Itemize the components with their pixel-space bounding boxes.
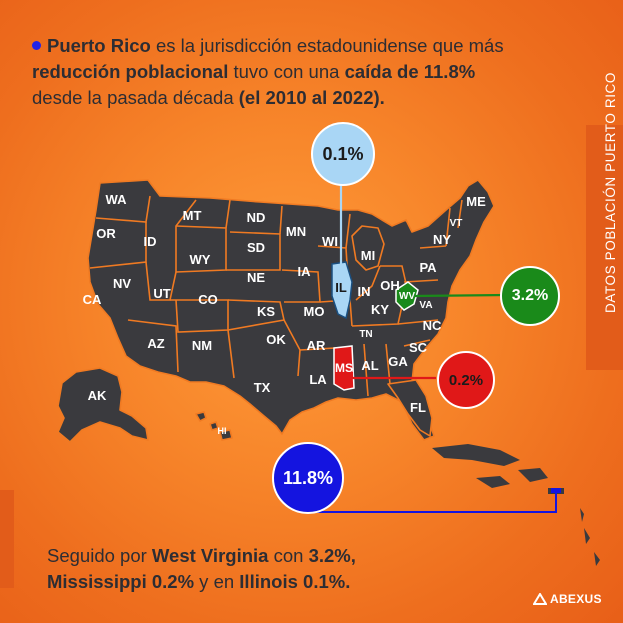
state-label-in: IN — [358, 284, 371, 299]
footer-text-2: con — [268, 545, 309, 566]
connector-pr — [305, 488, 557, 513]
state-label-ky: KY — [371, 302, 389, 317]
state-label-wy: WY — [190, 252, 211, 267]
state-label-ia: IA — [298, 264, 312, 279]
state-shape-contiguous — [87, 179, 495, 441]
state-shape-il — [331, 261, 353, 320]
state-label-sc: SC — [409, 340, 428, 355]
footer-text: Seguido por West Virginia con 3.2%, Missi… — [47, 543, 356, 595]
state-label-nv: NV — [113, 276, 131, 291]
state-label-ny: NY — [433, 232, 451, 247]
state-label-co: CO — [198, 292, 218, 307]
callout-west-virginia-value: 3.2% — [511, 287, 549, 304]
headline-text-3: desde la pasada década — [32, 87, 239, 108]
state-label-mo: MO — [304, 304, 325, 319]
state-shape-wv — [395, 281, 419, 311]
headline: Puerto Rico es la jurisdicción estadouni… — [32, 33, 572, 111]
state-label-ak: AK — [88, 388, 107, 403]
footer-mississippi: Mississippi 0.2% — [47, 571, 195, 592]
connector-ms — [350, 372, 436, 380]
state-label-nc: NC — [423, 318, 442, 333]
headline-puerto-rico: Puerto Rico — [47, 35, 151, 56]
state-label-il: IL — [335, 280, 347, 295]
state-label-ne: NE — [247, 270, 265, 285]
state-shape-hi — [195, 411, 233, 441]
state-label-wa: WA — [106, 192, 128, 207]
left-accent-panel — [0, 490, 14, 588]
brand-name: ABEXUS — [550, 592, 602, 606]
brand-logo: ABEXUS — [533, 592, 602, 606]
callout-illinois-value: 0.1% — [322, 143, 364, 164]
callout-mississippi-value: 0.2% — [448, 371, 484, 389]
headline-years: (el 2010 al 2022). — [238, 87, 385, 108]
state-label-mt: MT — [183, 208, 202, 223]
state-label-ok: OK — [266, 332, 286, 347]
state-label-vt: VT — [450, 218, 463, 229]
state-label-wv: WV — [399, 291, 415, 302]
state-label-la: LA — [309, 372, 327, 387]
callout-illinois: 0.1% — [311, 122, 375, 186]
state-label-pa: PA — [419, 260, 437, 275]
state-label-az: AZ — [147, 336, 164, 351]
state-label-or: OR — [96, 226, 116, 241]
callout-puerto-rico: 11.8% — [272, 442, 344, 514]
footer-illinois: Illinois 0.1%. — [239, 571, 351, 592]
caribbean-islands — [432, 444, 600, 566]
callout-west-virginia: 3.2% — [500, 266, 560, 326]
side-panel — [586, 125, 623, 370]
state-label-ut: UT — [153, 286, 170, 301]
state-label-oh: OH — [380, 278, 400, 293]
state-label-nd: ND — [247, 210, 266, 225]
headline-text-1: es la jurisdicción estadounidense que má… — [150, 35, 504, 56]
headline-drop: caída de 11.8% — [344, 61, 476, 82]
state-label-ks: KS — [257, 304, 275, 319]
state-label-me: ME — [466, 194, 486, 209]
state-label-mi: MI — [361, 248, 375, 263]
state-label-id: ID — [144, 234, 157, 249]
state-label-ca: CA — [83, 292, 102, 307]
footer-west-virginia: West Virginia — [151, 545, 269, 566]
state-shape-ak — [57, 367, 149, 443]
state-label-ga: GA — [388, 354, 408, 369]
state-label-tn: TN — [359, 329, 372, 340]
state-label-va: VA — [419, 300, 432, 311]
state-labels: WA OR CA ID NV MT WY UT AZ CO NM ND SD N… — [83, 192, 486, 436]
footer-wv-value: 3.2%, — [308, 545, 356, 566]
state-label-fl: FL — [410, 400, 426, 415]
headline-text-2: tuvo con una — [228, 61, 345, 82]
footer-text-1: Seguido por — [47, 545, 152, 566]
state-label-nm: NM — [192, 338, 212, 353]
footer-text-3: y en — [194, 571, 240, 592]
state-label-wi: WI — [322, 234, 338, 249]
state-label-ar: AR — [307, 338, 326, 353]
callout-mississippi: 0.2% — [437, 351, 495, 409]
state-label-mn: MN — [286, 224, 306, 239]
state-label-sd: SD — [247, 240, 265, 255]
abexus-logo-icon — [533, 593, 547, 605]
state-label-hi: HI — [218, 426, 227, 436]
bullet-dot-icon — [32, 41, 41, 50]
state-label-ms: MS — [335, 361, 353, 375]
state-shape-mi — [351, 225, 385, 271]
callout-puerto-rico-value: 11.8% — [282, 467, 334, 488]
pr-marker — [551, 488, 561, 493]
state-label-al: AL — [361, 358, 378, 373]
connector-wv — [413, 293, 507, 298]
state-shape-ms — [333, 345, 355, 391]
state-shape-fl — [387, 379, 433, 437]
state-label-tx: TX — [254, 380, 271, 395]
headline-reduction: reducción poblacional — [32, 61, 229, 82]
